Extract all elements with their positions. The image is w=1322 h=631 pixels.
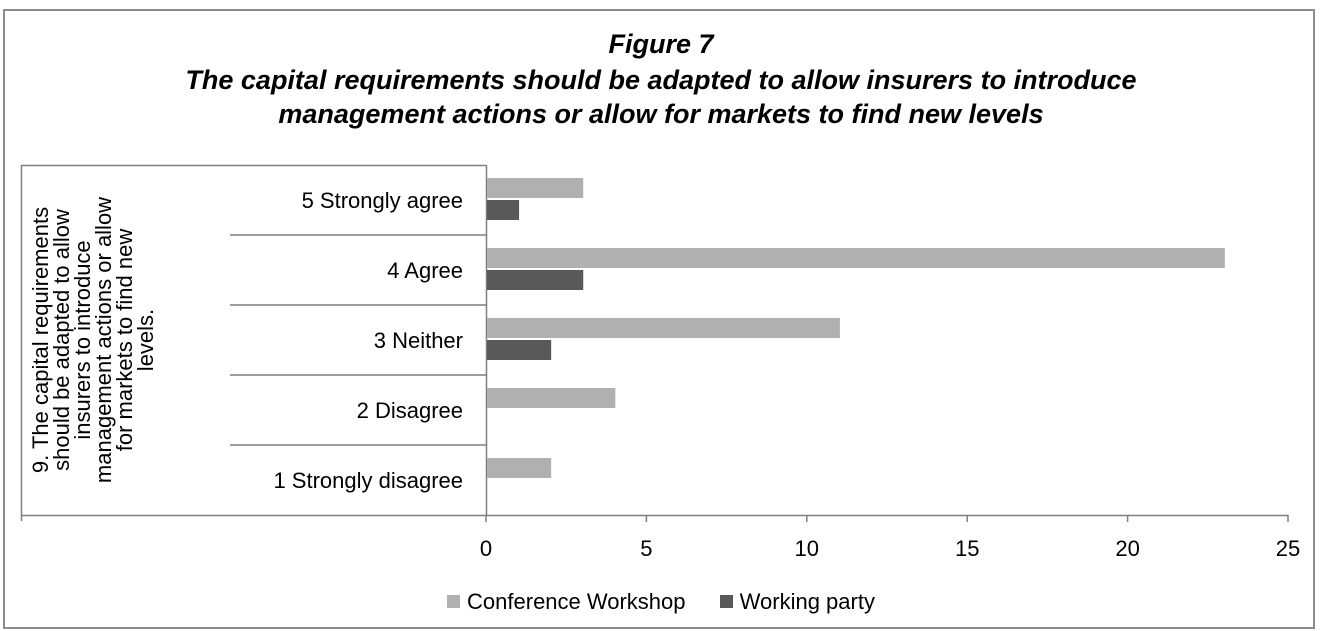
figure-label: Figure 7 [608,29,714,59]
category-label: 2 Disagree [357,398,463,423]
x-tick-labels: 0 5 10 15 20 25 [480,536,1300,561]
bar-working [487,200,520,220]
legend-label-working: Working party [739,588,875,614]
axis-lines [20,164,1289,522]
group-label-line: management actions or allow [91,197,116,483]
x-tick-label: 10 [795,536,819,561]
x-tick-label: 20 [1115,536,1139,561]
category-labels: 5 Strongly agree 4 Agree 3 Neither 2 Disagr… [273,188,463,493]
legend: Conference Workshop Working party [0,588,1322,615]
bar-conference [487,388,616,408]
group-label-line: should be adapted to allow [49,209,74,471]
category-label: 5 Strongly agree [302,188,463,213]
legend-swatch-working [719,595,733,608]
category-label: 3 Neither [374,328,463,353]
bar-conference [487,248,1225,268]
category-label: 1 Strongly disagree [273,468,463,493]
legend-label-conference: Conference Workshop [467,588,686,614]
legend-item-working: Working party [719,588,875,615]
bar-conference [487,458,552,478]
group-label-line: 9. The capital requirements [28,207,53,473]
group-label-line: for markets to find new [112,229,137,452]
bar-conference [487,178,584,198]
category-label: 4 Agree [387,258,463,283]
legend-item-conference: Conference Workshop [447,589,686,615]
bar-working [487,270,584,290]
chart-title-line-1: The capital requirements should be adapt… [185,65,1137,95]
x-tick-label: 0 [480,536,492,561]
legend-swatch-conference [447,595,461,608]
x-tick-label: 5 [640,536,652,561]
bar-conference [487,318,840,338]
bar-working [487,340,552,360]
x-tick-label: 15 [955,536,979,561]
bars [487,178,1225,478]
x-tick-label: 25 [1276,536,1300,561]
group-label-line: insurers to introduce [70,240,95,439]
group-label-line: levels. [133,309,158,371]
chart-title-line-2: management actions or allow for markets … [278,99,1044,129]
